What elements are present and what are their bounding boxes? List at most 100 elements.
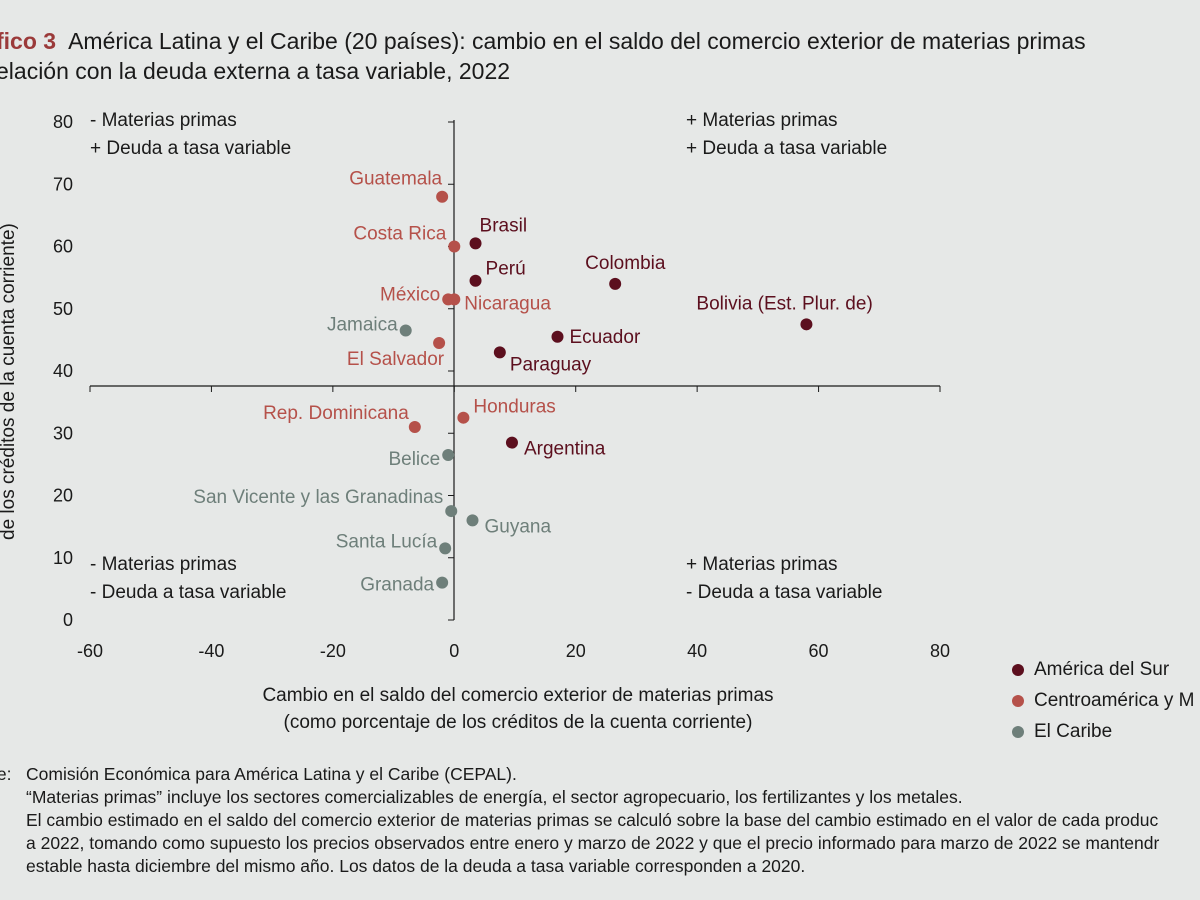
note-key [0,855,26,878]
data-point-san-vicente-y-las-granadinas [445,505,458,518]
legend-marker [1012,694,1024,707]
legend-marker [1012,725,1024,738]
chart-title: fico 3 América Latina y el Caribe (20 paí… [0,26,1200,86]
note-text: estable hasta diciembre del mismo año. L… [26,856,806,876]
x-tick-label: 80 [930,641,950,661]
tick-labels: -60 -40 -20 0 20 40 60 80 0 10 20 30 40 50 60 70 80 [53,112,950,661]
y-axis-label: de los créditos de la cuenta corriente) [0,223,19,540]
point-label-honduras: Honduras [473,397,555,418]
data-point-brasil [469,237,482,250]
quadrant-label-bottom-left: - Deuda a tasa variable [90,582,286,603]
point-label-mexico: México [380,284,440,305]
quadrant-label-bottom-right: - Deuda a tasa variable [686,582,882,603]
x-tick-label: 40 [687,641,707,661]
data-point-paraguay [493,346,506,359]
legend-label: América del Sur [1034,658,1170,680]
quadrant-label-bottom-right: + Materias primas [686,554,838,575]
data-points: Brasil Perú Colombia Bolivia (Est. Plur. de… [193,169,872,596]
data-point-el-salvador [433,336,446,349]
legend-label: Centroamérica y M [1034,689,1195,711]
point-label-colombia: Colombia [585,253,666,274]
point-label-san-vicente-y-las-granadinas: San Vicente y las Granadinas [193,487,443,508]
data-point-granada [436,576,449,589]
legend-marker [1012,663,1024,676]
data-point-rep-dominicana [408,421,421,434]
data-point-nicaragua [448,293,461,306]
point-label-peru: Perú [486,259,526,280]
point-label-nicaragua: Nicaragua [464,293,551,314]
data-point-jamaica [399,324,412,337]
note-text: “Materias primas” incluye los sectores c… [26,787,963,807]
data-point-honduras [457,411,470,424]
point-label-jamaica: Jamaica [327,315,398,336]
quadrant-label-top-right: + Deuda a tasa variable [686,138,887,159]
y-tick-label: 10 [53,548,73,568]
axes [89,120,941,621]
point-label-guatemala: Guatemala [349,169,442,190]
point-label-rep-dominicana: Rep. Dominicana [263,403,409,424]
note-key: : [0,786,26,809]
note-row: :“Materias primas” incluye los sectores … [0,786,1200,809]
note-text: El cambio estimado en el saldo del comer… [26,810,1159,830]
point-label-santa-lucia: Santa Lucía [336,531,438,552]
x-axis-label-main: Cambio en el saldo del comercio exterior… [262,685,774,706]
y-tick-label: 80 [53,112,73,132]
note-row: te: Comisión Económica para América Latin… [0,763,1200,786]
note-row: a 2022, tomando como supuesto los precio… [0,832,1200,855]
data-point-guyana [466,514,479,527]
legend: América del Sur Centroamérica y M El Carib… [1012,654,1195,747]
title-line-2: elación con la deuda externa a tasa vari… [0,58,511,84]
note-row: estable hasta diciembre del mismo año. L… [0,855,1200,878]
legend-item: América del Sur [1012,654,1195,685]
data-point-guatemala [436,190,449,203]
y-tick-label: 50 [53,299,73,319]
data-point-costa-rica [448,240,461,253]
data-point-ecuador [551,330,564,343]
title-line-1: fico 3 América Latina y el Caribe (20 paí… [0,26,1200,56]
legend-label: El Caribe [1034,720,1113,742]
title-text-1: América Latina y el Caribe (20 países): … [68,28,1086,54]
y-tick-label: 70 [53,174,73,194]
y-tick-label: 20 [53,486,73,506]
note-row: El cambio estimado en el saldo del comer… [0,809,1200,832]
point-label-belice: Belice [388,449,440,470]
point-label-costa-rica: Costa Rica [353,224,446,245]
point-label-guyana: Guyana [485,516,552,537]
point-label-paraguay: Paraguay [510,354,592,375]
x-tick-label: -60 [77,641,103,661]
x-tick-label: -40 [198,641,224,661]
note-key: te: [0,764,12,784]
note-text: Comisión Económica para América Latina y… [26,764,517,784]
point-label-bolivia-est-plur-de: Bolivia (Est. Plur. de) [696,293,872,314]
x-tick-label: 60 [809,641,829,661]
y-tick-label: 60 [53,237,73,257]
x-axis-label: Cambio en el saldo del comercio exterior… [210,682,826,736]
point-label-brasil: Brasil [480,215,528,236]
data-point-santa-lucia [439,542,452,555]
data-point-argentina [505,436,518,449]
data-point-belice [442,449,455,462]
quadrant-label-top-left: + Deuda a tasa variable [90,138,291,159]
point-label-el-salvador: El Salvador [347,349,445,370]
point-label-granada: Granada [360,575,434,596]
legend-item: El Caribe [1012,716,1195,747]
x-tick-label: 0 [449,641,459,661]
x-tick-label: 20 [566,641,586,661]
x-axis-label-sub: (como porcentaje de los créditos de la c… [283,712,753,733]
data-point-bolivia-est-plur-de [800,318,813,331]
y-tick-label: 0 [63,610,73,630]
quadrant-label-bottom-left: - Materias primas [90,554,237,575]
note-text: a 2022, tomando como supuesto los precio… [26,833,1160,853]
quadrant-labels: - Materias primas + Deuda a tasa variable… [90,110,887,603]
figure-label: fico 3 [0,28,57,54]
y-tick-label: 30 [53,423,73,443]
quadrant-label-top-right: + Materias primas [686,110,838,131]
data-point-peru [469,274,482,287]
point-label-argentina: Argentina [524,439,606,460]
notes: te: Comisión Económica para América Latin… [0,763,1200,878]
y-tick-label: 40 [53,361,73,381]
legend-item: Centroamérica y M [1012,685,1195,716]
x-tick-label: -20 [320,641,346,661]
note-key [0,832,26,855]
